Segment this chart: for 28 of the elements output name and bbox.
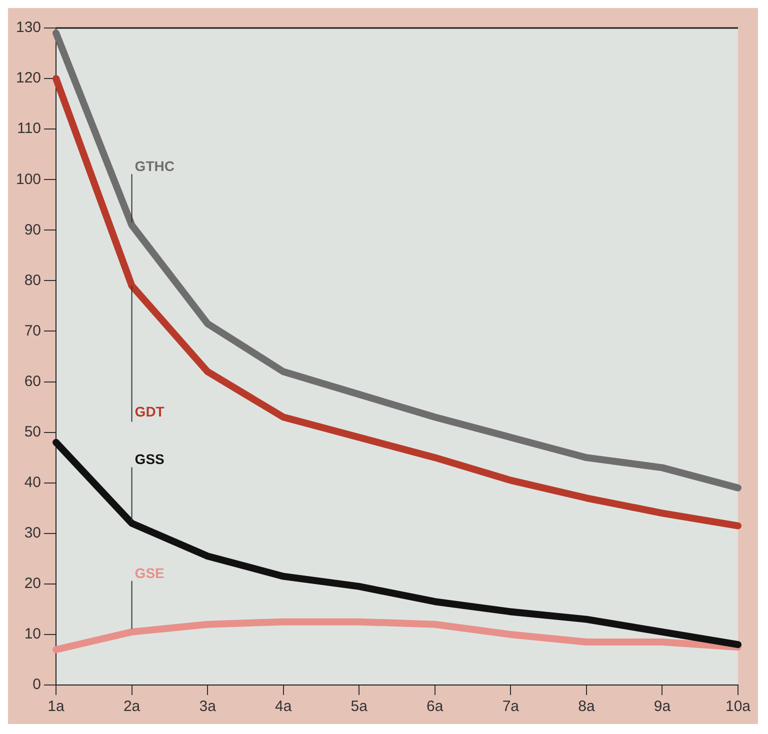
- text: GDT: [134, 404, 165, 420]
- x-tick-label: 3a: [199, 698, 217, 716]
- y-tick-label: 40: [24, 474, 42, 491]
- y-tick-label: 70: [24, 322, 42, 340]
- y-tick-label: 130: [16, 19, 42, 36]
- text: GSE: [134, 564, 164, 581]
- x-tick-label: 5a: [350, 698, 368, 716]
- x-tick-label: 1a: [48, 698, 66, 716]
- y-tick-label: 20: [24, 575, 42, 592]
- x-tick-label: 4a: [275, 698, 292, 716]
- y-tick-label: 0: [32, 676, 42, 694]
- series-label: GTHC: [134, 158, 174, 174]
- y-tick-label: 10: [24, 626, 42, 643]
- x-tick-label: 8a: [578, 698, 596, 716]
- y-tick-label: 90: [24, 221, 42, 238]
- x-tick-label: 7a: [502, 698, 520, 716]
- y-tick-label: 80: [24, 272, 42, 289]
- y-tick-label: 100: [16, 170, 42, 188]
- x-tick-label: 2a: [123, 698, 141, 716]
- text: GSS: [134, 451, 164, 468]
- x-tick-label: 10a: [725, 698, 752, 716]
- y-tick-label: 50: [24, 423, 42, 440]
- y-tick-label: 120: [16, 70, 42, 87]
- y-tick-label: 110: [17, 120, 42, 138]
- x-tick-label: 9a: [654, 698, 672, 716]
- y-tick-label: 60: [24, 372, 42, 390]
- y-tick-label: 30: [24, 524, 42, 542]
- x-tick-label: 6a: [426, 698, 444, 716]
